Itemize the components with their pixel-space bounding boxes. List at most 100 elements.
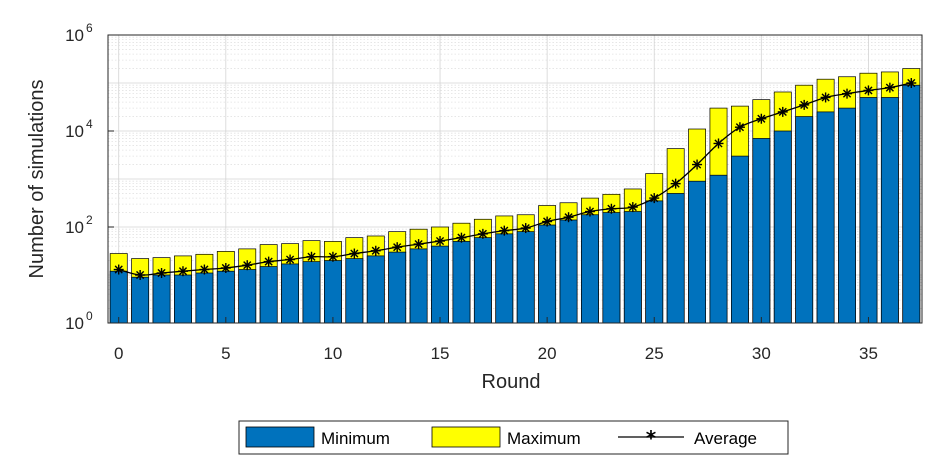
average-point xyxy=(670,178,681,189)
average-point xyxy=(627,202,638,213)
average-point xyxy=(177,266,188,277)
average-point xyxy=(777,106,788,117)
y-tick-label: 10 xyxy=(65,218,84,237)
average-marker-stroke xyxy=(778,107,787,116)
average-marker-stroke xyxy=(157,268,166,278)
bar-minimum xyxy=(838,107,856,324)
legend-label-minimum: Minimum xyxy=(321,429,390,448)
average-marker-stroke xyxy=(714,139,723,148)
average-marker-stroke xyxy=(307,252,316,261)
average-marker-stroke xyxy=(735,123,745,132)
average-marker-stroke xyxy=(285,255,295,264)
bar-minimum xyxy=(688,180,706,324)
average-marker-stroke xyxy=(842,89,852,98)
average-marker-stroke xyxy=(628,202,637,212)
bar-minimum xyxy=(581,214,599,324)
bar-minimum xyxy=(559,219,578,324)
legend-label-maximum: Maximum xyxy=(507,429,581,448)
average-point xyxy=(563,212,574,223)
legend-label-average: Average xyxy=(694,429,757,448)
bar-minimum xyxy=(388,251,407,324)
average-marker-stroke xyxy=(328,252,338,261)
average-point xyxy=(820,92,831,103)
average-point xyxy=(156,268,167,279)
average-marker-stroke xyxy=(243,261,252,270)
bar-minimum xyxy=(538,224,557,324)
average-point xyxy=(306,251,317,262)
average-point xyxy=(220,262,231,273)
x-axis-ticks: 0 5 10 15 20 25 30 35 xyxy=(114,317,878,363)
average-point xyxy=(863,85,874,96)
average-point xyxy=(756,113,767,124)
bar-minimum xyxy=(473,237,492,324)
average-point xyxy=(456,232,467,243)
average-marker-stroke xyxy=(221,263,230,273)
bar-minimum xyxy=(131,276,150,324)
y-tick-label: 10 xyxy=(65,314,84,333)
average-point xyxy=(734,122,745,133)
average-point xyxy=(199,264,210,275)
bar-minimum xyxy=(195,272,214,324)
average-point xyxy=(242,260,253,271)
average-point xyxy=(520,223,531,234)
legend: Minimum Maximum * Average xyxy=(238,420,789,455)
average-marker-stroke xyxy=(457,233,466,242)
bar-minimum xyxy=(773,130,792,324)
average-point xyxy=(370,245,381,256)
x-tick-label: 5 xyxy=(221,344,230,363)
bar-minimum xyxy=(409,248,428,324)
average-marker-stroke xyxy=(885,83,894,92)
x-tick-label: 20 xyxy=(538,344,557,363)
average-point xyxy=(906,78,917,88)
bar-minimum xyxy=(880,97,899,324)
average-point xyxy=(327,251,338,262)
x-axis-label: Round xyxy=(482,371,541,393)
average-point xyxy=(392,242,403,253)
legend-swatch-maximum xyxy=(431,426,501,448)
bar-minimum xyxy=(216,270,235,324)
average-marker-stroke xyxy=(500,226,509,235)
average-marker-stroke xyxy=(907,78,916,88)
average-point xyxy=(135,270,146,280)
average-line xyxy=(113,78,917,280)
average-marker-stroke xyxy=(692,160,702,169)
bar-minimum xyxy=(816,111,835,324)
legend-swatch-minimum xyxy=(245,426,315,448)
x-tick-label: 15 xyxy=(431,344,450,363)
x-tick-label: 35 xyxy=(859,344,878,363)
average-point xyxy=(477,228,488,239)
x-tick-label: 30 xyxy=(752,344,771,363)
average-marker-stroke xyxy=(821,93,830,102)
average-point xyxy=(435,236,446,247)
bar-minimum xyxy=(859,97,878,324)
bar-minimum xyxy=(259,266,278,324)
average-marker-stroke xyxy=(264,257,273,266)
average-marker-stroke xyxy=(114,265,123,274)
y-tick-exponent: 4 xyxy=(86,117,93,131)
average-point xyxy=(884,82,895,93)
average-point xyxy=(542,216,553,227)
bar-minimum xyxy=(795,116,814,324)
x-tick-label: 0 xyxy=(114,344,123,363)
average-point xyxy=(263,256,274,267)
legend-marker-average: * xyxy=(646,426,657,450)
average-marker-stroke xyxy=(178,267,188,276)
average-marker-stroke xyxy=(371,246,380,255)
average-marker-stroke xyxy=(414,240,423,249)
minimum-bars xyxy=(109,84,921,324)
y-tick-exponent: 2 xyxy=(86,213,93,227)
average-marker-stroke xyxy=(393,243,402,252)
average-point xyxy=(713,138,724,149)
average-marker-stroke xyxy=(543,217,552,226)
average-marker-stroke xyxy=(478,229,487,238)
average-point xyxy=(799,99,810,110)
average-point xyxy=(606,203,617,214)
bar-minimum xyxy=(666,193,685,324)
bar-minimum xyxy=(516,231,535,324)
average-point xyxy=(113,264,124,275)
average-marker-stroke xyxy=(607,204,616,213)
average-point xyxy=(413,239,424,250)
x-tick-label: 25 xyxy=(645,344,664,363)
average-marker-stroke xyxy=(136,270,145,280)
